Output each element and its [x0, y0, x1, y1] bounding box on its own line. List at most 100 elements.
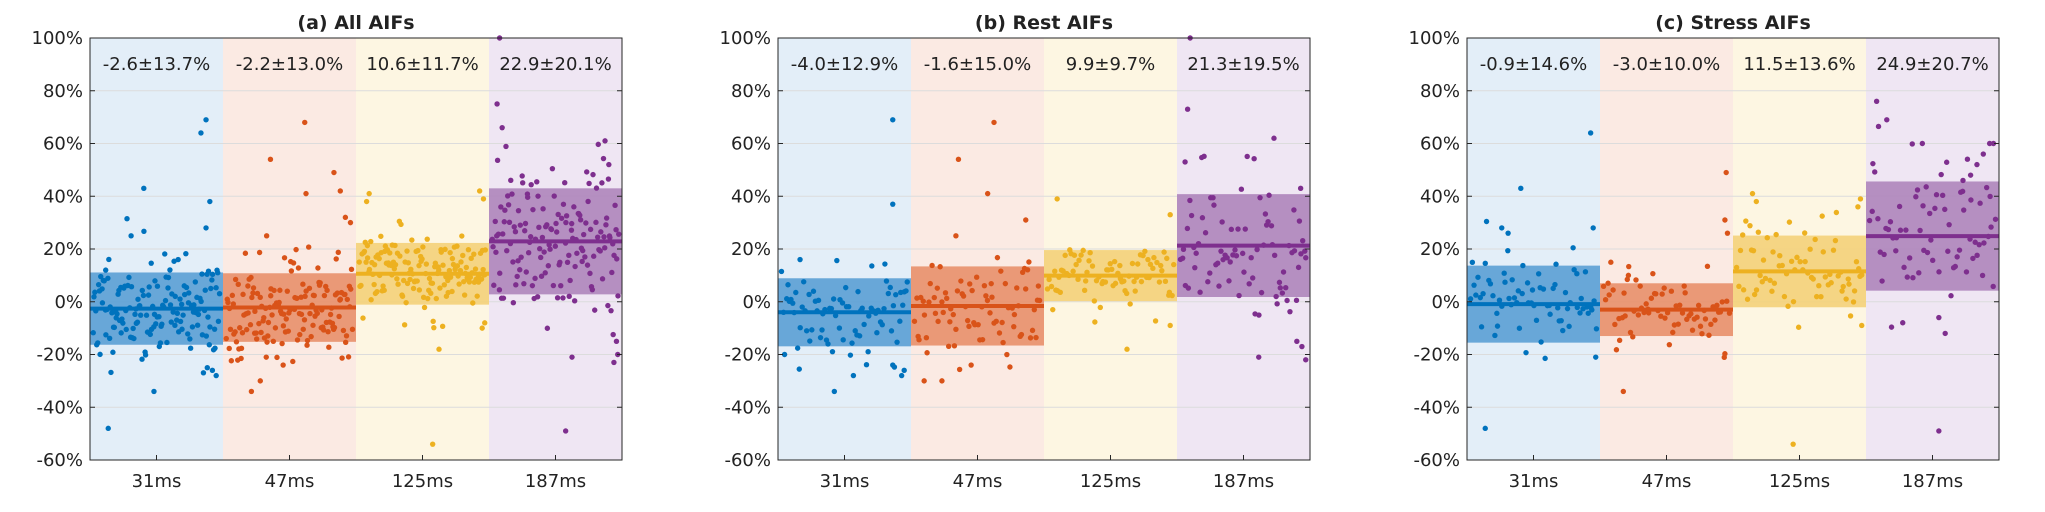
data-point	[199, 271, 205, 277]
group-summary-label: -1.6±15.0%	[924, 54, 1031, 75]
data-point	[1870, 160, 1876, 167]
data-point	[1547, 311, 1553, 317]
data-point	[395, 281, 401, 287]
data-point	[993, 318, 999, 325]
data-point	[1086, 258, 1092, 264]
data-point	[1928, 237, 1934, 243]
data-point	[598, 229, 604, 235]
y-tick-label: -40%	[36, 397, 83, 418]
data-point	[1298, 251, 1304, 257]
data-point	[162, 251, 168, 257]
data-point	[1666, 341, 1673, 348]
data-point	[901, 367, 907, 374]
data-point	[1668, 288, 1675, 294]
data-point	[1266, 192, 1272, 198]
data-point	[1643, 301, 1649, 307]
data-point	[436, 267, 442, 273]
data-point	[1238, 186, 1245, 192]
data-point	[207, 198, 213, 205]
y-tick-label: -20%	[36, 345, 83, 366]
data-point	[439, 323, 446, 330]
data-point	[794, 345, 801, 351]
data-point	[97, 351, 103, 358]
data-point	[211, 326, 218, 332]
data-point	[1610, 287, 1616, 293]
data-point	[423, 261, 430, 267]
data-point	[1076, 257, 1082, 264]
data-point	[426, 275, 433, 282]
data-point	[1022, 286, 1029, 292]
data-point	[178, 301, 185, 307]
data-point	[1790, 441, 1796, 447]
data-point	[583, 220, 589, 226]
data-point	[1627, 329, 1634, 336]
data-point	[585, 198, 591, 205]
data-point	[567, 277, 573, 284]
data-point	[1960, 177, 1966, 184]
data-point	[1506, 295, 1512, 302]
data-point	[213, 285, 219, 291]
data-point	[283, 316, 289, 322]
y-tick-label: -60%	[1413, 450, 1460, 471]
data-point	[984, 297, 991, 304]
data-point	[243, 326, 250, 333]
data-point	[325, 329, 331, 335]
data-point	[1127, 301, 1133, 307]
data-point	[1869, 208, 1875, 215]
data-point	[1697, 323, 1704, 329]
data-point	[106, 335, 113, 342]
data-point	[99, 300, 106, 306]
data-point	[215, 270, 221, 276]
data-point	[285, 328, 292, 334]
data-point	[1945, 248, 1951, 254]
data-point	[1719, 299, 1725, 305]
data-point	[380, 283, 386, 289]
data-point	[1109, 266, 1115, 273]
data-point	[1722, 217, 1728, 223]
data-point	[130, 325, 136, 332]
data-point	[1887, 219, 1894, 225]
data-point	[535, 193, 541, 199]
data-point	[315, 265, 321, 271]
data-point	[1747, 222, 1753, 229]
data-point	[1942, 206, 1948, 213]
data-point	[809, 327, 815, 333]
data-point	[183, 284, 190, 291]
data-point	[409, 237, 415, 243]
data-point	[810, 288, 817, 294]
data-point	[290, 260, 297, 266]
data-point	[595, 141, 601, 148]
data-point	[253, 330, 259, 336]
data-point	[1219, 219, 1225, 225]
data-point	[1142, 248, 1148, 255]
data-point	[205, 314, 211, 320]
data-point	[1828, 280, 1834, 286]
data-point	[1976, 241, 1982, 248]
data-point	[404, 280, 411, 287]
data-point	[1840, 283, 1846, 290]
data-point	[940, 309, 946, 316]
data-point	[1983, 184, 1990, 191]
data-point	[467, 274, 474, 280]
data-point	[894, 339, 900, 345]
y-tick-label: -20%	[724, 345, 771, 366]
data-point	[1129, 260, 1136, 267]
data-point	[1771, 280, 1778, 286]
data-point	[399, 293, 406, 299]
data-point	[1739, 232, 1746, 238]
data-point	[207, 324, 213, 330]
data-point	[1121, 278, 1127, 284]
data-point	[778, 268, 785, 275]
data-point	[415, 247, 421, 254]
data-point	[513, 282, 519, 288]
data-point	[1505, 230, 1511, 236]
y-tick-label: -60%	[36, 450, 83, 471]
data-point	[442, 246, 448, 253]
data-point	[1755, 229, 1762, 235]
data-point	[1972, 239, 1978, 245]
data-point	[447, 249, 453, 256]
data-point	[1970, 255, 1976, 262]
data-point	[1964, 156, 1971, 162]
y-tick-label: 40%	[731, 186, 771, 207]
data-point	[843, 284, 849, 291]
